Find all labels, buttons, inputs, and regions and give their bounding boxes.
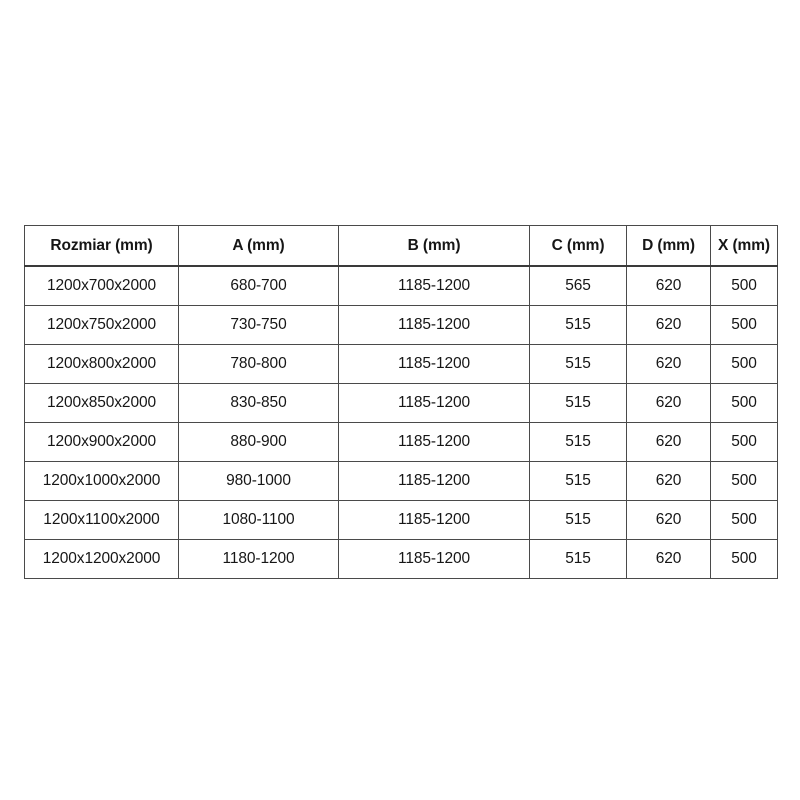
cell-d: 620 <box>626 265 711 306</box>
cell-a: 780-800 <box>178 344 339 384</box>
table-header-row: Rozmiar (mm) A (mm) B (mm) C (mm) D (mm)… <box>24 225 778 267</box>
column-header-b: B (mm) <box>338 225 530 267</box>
cell-b: 1185-1200 <box>338 500 530 540</box>
table-row: 1200x1100x2000 1080-1100 1185-1200 515 6… <box>24 500 778 540</box>
cell-c: 515 <box>529 422 627 462</box>
cell-x: 500 <box>710 383 778 423</box>
cell-c: 515 <box>529 344 627 384</box>
cell-a: 880-900 <box>178 422 339 462</box>
column-header-x: X (mm) <box>710 225 778 267</box>
cell-size: 1200x800x2000 <box>24 344 179 384</box>
cell-b: 1185-1200 <box>338 539 530 579</box>
cell-a: 980-1000 <box>178 461 339 501</box>
cell-d: 620 <box>626 383 711 423</box>
cell-x: 500 <box>710 500 778 540</box>
table-row: 1200x1000x2000 980-1000 1185-1200 515 62… <box>24 461 778 501</box>
cell-d: 620 <box>626 461 711 501</box>
column-header-a: A (mm) <box>178 225 339 267</box>
cell-b: 1185-1200 <box>338 383 530 423</box>
cell-size: 1200x850x2000 <box>24 383 179 423</box>
cell-size: 1200x700x2000 <box>24 265 179 306</box>
cell-x: 500 <box>710 265 778 306</box>
column-header-d: D (mm) <box>626 225 711 267</box>
cell-d: 620 <box>626 539 711 579</box>
column-header-size: Rozmiar (mm) <box>24 225 179 267</box>
cell-size: 1200x750x2000 <box>24 305 179 345</box>
cell-x: 500 <box>710 422 778 462</box>
cell-x: 500 <box>710 461 778 501</box>
table-row: 1200x700x2000 680-700 1185-1200 565 620 … <box>24 265 778 306</box>
table-row: 1200x850x2000 830-850 1185-1200 515 620 … <box>24 383 778 423</box>
cell-a: 730-750 <box>178 305 339 345</box>
column-header-c: C (mm) <box>529 225 627 267</box>
cell-a: 1180-1200 <box>178 539 339 579</box>
cell-a: 830-850 <box>178 383 339 423</box>
cell-c: 565 <box>529 265 627 306</box>
cell-c: 515 <box>529 461 627 501</box>
table-body: 1200x700x2000 680-700 1185-1200 565 620 … <box>24 265 778 579</box>
cell-b: 1185-1200 <box>338 344 530 384</box>
spec-table-container: Rozmiar (mm) A (mm) B (mm) C (mm) D (mm)… <box>24 225 778 579</box>
cell-b: 1185-1200 <box>338 265 530 306</box>
cell-d: 620 <box>626 344 711 384</box>
cell-x: 500 <box>710 305 778 345</box>
cell-size: 1200x1100x2000 <box>24 500 179 540</box>
cell-size: 1200x1000x2000 <box>24 461 179 501</box>
cell-d: 620 <box>626 305 711 345</box>
cell-x: 500 <box>710 344 778 384</box>
table-row: 1200x900x2000 880-900 1185-1200 515 620 … <box>24 422 778 462</box>
table-row: 1200x1200x2000 1180-1200 1185-1200 515 6… <box>24 539 778 579</box>
cell-size: 1200x900x2000 <box>24 422 179 462</box>
cell-size: 1200x1200x2000 <box>24 539 179 579</box>
shower-enclosure-size-table: Rozmiar (mm) A (mm) B (mm) C (mm) D (mm)… <box>24 225 778 579</box>
table-row: 1200x750x2000 730-750 1185-1200 515 620 … <box>24 305 778 345</box>
cell-c: 515 <box>529 383 627 423</box>
cell-c: 515 <box>529 539 627 579</box>
table-row: 1200x800x2000 780-800 1185-1200 515 620 … <box>24 344 778 384</box>
table-header: Rozmiar (mm) A (mm) B (mm) C (mm) D (mm)… <box>24 225 778 267</box>
cell-b: 1185-1200 <box>338 305 530 345</box>
cell-d: 620 <box>626 500 711 540</box>
cell-x: 500 <box>710 539 778 579</box>
cell-c: 515 <box>529 500 627 540</box>
cell-a: 1080-1100 <box>178 500 339 540</box>
cell-b: 1185-1200 <box>338 461 530 501</box>
cell-d: 620 <box>626 422 711 462</box>
cell-a: 680-700 <box>178 265 339 306</box>
cell-b: 1185-1200 <box>338 422 530 462</box>
cell-c: 515 <box>529 305 627 345</box>
